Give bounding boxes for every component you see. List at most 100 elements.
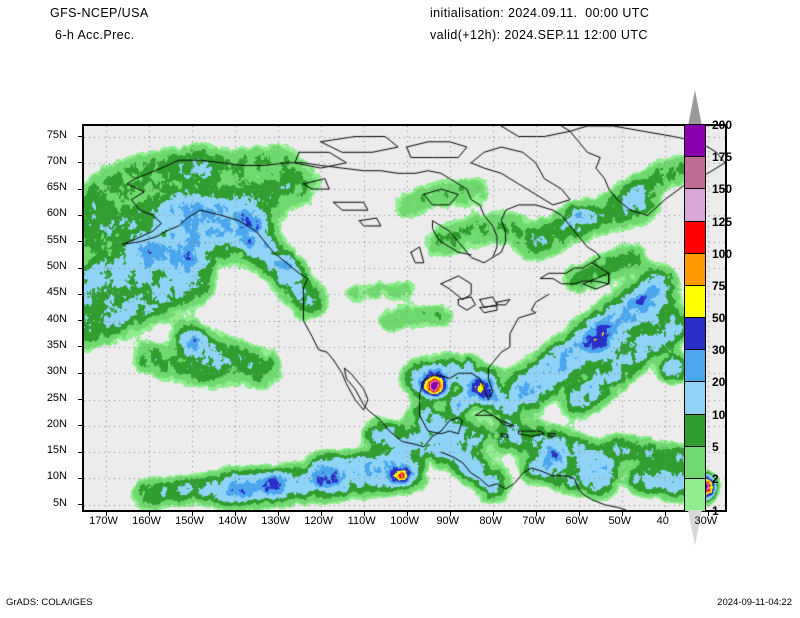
colorbar-divider bbox=[685, 156, 705, 158]
latitude-label: 5N bbox=[52, 496, 67, 509]
colorbar-band-5 bbox=[685, 414, 705, 447]
colorbar-tick-label: 10 bbox=[712, 407, 726, 422]
colorbar-divider bbox=[685, 317, 705, 318]
longitude-tick bbox=[621, 510, 623, 516]
longitude-label: 150W bbox=[175, 515, 204, 527]
longitude-tick bbox=[707, 510, 709, 516]
latitude-label: 25N bbox=[46, 391, 67, 404]
colorbar-divider bbox=[685, 349, 705, 351]
latitude-label: 75N bbox=[46, 128, 67, 141]
colorbar-band-20 bbox=[685, 350, 705, 383]
colorbar bbox=[684, 124, 706, 512]
colorbar-band-10 bbox=[685, 382, 705, 415]
longitude-tick bbox=[578, 510, 580, 516]
longitude-tick bbox=[406, 510, 408, 516]
longitude-label: 170W bbox=[89, 515, 118, 527]
colorbar-divider bbox=[685, 220, 705, 222]
longitude-label: 80W bbox=[479, 515, 502, 527]
colorbar-divider bbox=[685, 445, 705, 447]
latitude-tick bbox=[78, 399, 84, 401]
colorbar-divider bbox=[685, 284, 705, 286]
latitude-label: 35N bbox=[46, 338, 67, 351]
longitude-tick bbox=[277, 510, 279, 516]
colorbar-band-75 bbox=[685, 253, 705, 286]
colorbar-tick-label: 75 bbox=[712, 278, 726, 293]
longitude-label: 50W bbox=[608, 515, 632, 527]
latitude-label: 20N bbox=[46, 417, 67, 430]
colorbar-tick-label: 100 bbox=[712, 246, 733, 261]
latitude-tick bbox=[78, 320, 84, 322]
latitude-tick bbox=[78, 477, 84, 479]
graticule-grid bbox=[84, 126, 725, 510]
longitude-label: 60W bbox=[565, 515, 589, 527]
longitude-label: 40 bbox=[656, 515, 669, 527]
colorbar-tick-label: 50 bbox=[712, 311, 726, 325]
colorbar-tick-label: 2 bbox=[712, 471, 719, 486]
longitude-tick bbox=[234, 510, 236, 516]
map-plot-area bbox=[78, 124, 727, 516]
latitude-tick bbox=[78, 241, 84, 243]
longitude-label: 100W bbox=[390, 515, 420, 527]
colorbar-divider bbox=[685, 381, 705, 383]
latitude-label: 70N bbox=[46, 154, 67, 167]
colorbar-divider bbox=[685, 252, 705, 254]
latitude-tick bbox=[78, 188, 84, 190]
latitude-label: 15N bbox=[46, 444, 67, 457]
longitude-tick bbox=[105, 510, 107, 516]
latitude-label: 55N bbox=[46, 233, 67, 246]
colorbar-band-30 bbox=[685, 318, 705, 351]
colorbar-tick-label: 30 bbox=[712, 343, 726, 358]
colorbar-tick-label: 175 bbox=[712, 150, 733, 165]
colorbar-band-2 bbox=[685, 446, 705, 479]
longitude-tick bbox=[363, 510, 365, 516]
longitude-label: 140W bbox=[218, 515, 247, 527]
colorbar-divider bbox=[685, 188, 705, 190]
colorbar-divider bbox=[685, 477, 705, 479]
longitude-tick bbox=[191, 510, 193, 516]
latitude-tick bbox=[78, 162, 84, 164]
latitude-label: 50N bbox=[46, 260, 67, 273]
latitude-tick bbox=[78, 372, 84, 374]
latitude-tick bbox=[78, 293, 84, 295]
header-model-name: GFS-NCEP/USA bbox=[50, 6, 149, 20]
longitude-tick bbox=[664, 510, 666, 516]
latitude-label: 40N bbox=[46, 312, 67, 325]
longitude-tick bbox=[492, 510, 494, 516]
latitude-tick bbox=[78, 425, 84, 427]
colorbar-band-50 bbox=[685, 285, 705, 318]
latitude-tick bbox=[78, 504, 84, 506]
longitude-label: 120W bbox=[304, 515, 333, 527]
colorbar-tick-label: 1 bbox=[712, 504, 719, 518]
colorbar-tick-label: 20 bbox=[712, 375, 726, 390]
longitude-tick bbox=[449, 510, 451, 516]
header-valid-time: valid(+12h): 2024.SEP.11 12:00 UTC bbox=[430, 28, 648, 42]
latitude-label: 45N bbox=[46, 286, 67, 299]
longitude-label: 110W bbox=[347, 515, 376, 527]
colorbar-tick-label: 150 bbox=[712, 182, 733, 197]
longitude-label: 160W bbox=[132, 515, 161, 527]
longitude-label: 90W bbox=[436, 515, 459, 527]
colorbar-band-175 bbox=[685, 125, 705, 158]
footer-timestamp: 2024-09-11-04:22 bbox=[717, 597, 792, 608]
footer-source: GrADS: COLA/IGES bbox=[6, 597, 93, 608]
longitude-label: 30W bbox=[694, 515, 718, 527]
longitude-tick bbox=[320, 510, 322, 516]
longitude-label: 70W bbox=[522, 515, 546, 527]
longitude-tick bbox=[535, 510, 537, 516]
latitude-tick bbox=[78, 451, 84, 453]
colorbar-bottom-arrow-icon bbox=[680, 510, 710, 546]
latitude-label: 10N bbox=[46, 470, 67, 483]
latitude-tick bbox=[78, 214, 84, 216]
longitude-label: 130W bbox=[261, 515, 290, 527]
colorbar-band-150 bbox=[685, 157, 705, 190]
latitude-label: 60N bbox=[46, 207, 67, 220]
colorbar-tick-label: 125 bbox=[712, 214, 733, 229]
latitude-tick bbox=[78, 346, 84, 348]
colorbar-band-1 bbox=[685, 478, 705, 511]
latitude-label: 65N bbox=[46, 181, 67, 194]
header-initialisation-time: initialisation: 2024.09.11. 00:00 UTC bbox=[430, 6, 650, 20]
header-field-name: 6-h Acc.Prec. bbox=[55, 28, 135, 42]
colorbar-divider bbox=[685, 413, 705, 415]
longitude-tick bbox=[148, 510, 150, 516]
colorbar-band-100 bbox=[685, 221, 705, 254]
